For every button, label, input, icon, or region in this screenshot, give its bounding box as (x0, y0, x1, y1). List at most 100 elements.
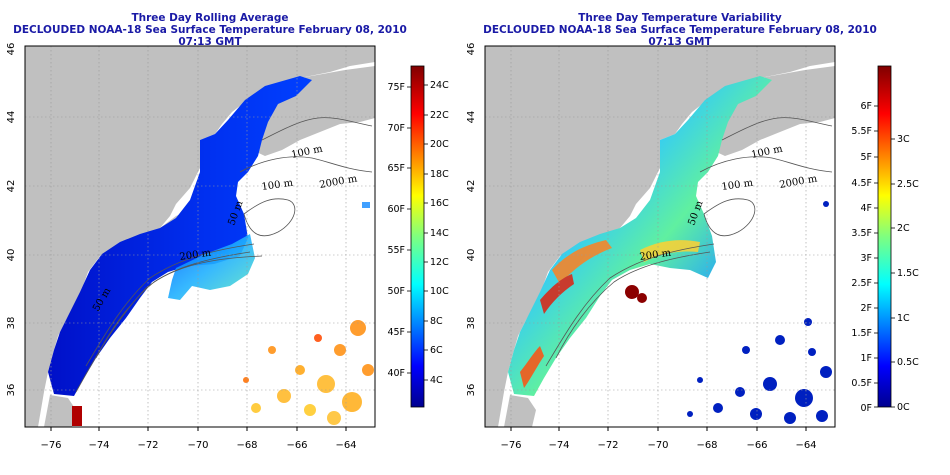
right-title: Three Day Temperature Variability (578, 12, 782, 24)
right-xticks (510, 427, 807, 431)
right-f-label: 0F (860, 403, 872, 414)
right-scatter-dots (687, 201, 832, 424)
left-xticks (50, 427, 347, 431)
right-lon-label: −74 (548, 440, 569, 451)
left-sst-fleck (362, 202, 370, 208)
left-lat-label: 40 (6, 249, 17, 262)
left-lon-label: −72 (137, 440, 158, 451)
left-c-label: 16C (430, 198, 449, 209)
right-c-label: 3C (897, 134, 910, 145)
left-lat-label: 46 (6, 43, 17, 56)
left-lon-label: −74 (88, 440, 109, 451)
right-lon-label: −68 (696, 440, 717, 451)
right-map: 100 m 2000 m 100 m 200 m 50 m −76 −74 −7… (466, 43, 836, 451)
left-c-label: 24C (430, 80, 449, 91)
left-c-label: 14C (430, 228, 449, 239)
left-contours (75, 117, 373, 393)
right-colorbar-c-ticks (891, 138, 895, 408)
left-f-label: 45F (387, 327, 405, 338)
right-c-label: 0C (897, 402, 910, 413)
left-lat-label: 38 (6, 317, 17, 330)
right-f-label: 5.5F (851, 126, 872, 137)
left-land (25, 46, 375, 427)
right-subtitle: DECLOUDED NOAA-18 Sea Surface Temperatur… (483, 24, 877, 48)
right-f-label: 3.5F (851, 228, 872, 239)
right-f-label: 1F (860, 353, 872, 364)
right-lat-label: 36 (466, 384, 477, 397)
left-colorbar-f-ticks (407, 86, 411, 374)
right-f-label: 4.5F (851, 178, 872, 189)
right-c-label: 2C (897, 223, 910, 234)
right-land-florida-tip (504, 395, 536, 427)
left-land-florida-tip (44, 395, 76, 427)
right-lon-label: −66 (746, 440, 767, 451)
right-f-label: 0.5F (851, 378, 872, 389)
left-c-label: 4C (430, 375, 443, 386)
left-f-label: 40F (387, 368, 405, 379)
right-c-label: 1.5C (897, 268, 919, 279)
left-colorbar-bar (410, 65, 425, 408)
right-c-label: 0.5C (897, 357, 919, 368)
left-f-label: 60F (387, 204, 405, 215)
left-f-label: 50F (387, 286, 405, 297)
left-lat-label: 42 (6, 180, 17, 193)
right-lon-label: −70 (647, 440, 668, 451)
left-c-label: 22C (430, 110, 449, 121)
right-dark-red-blob (625, 285, 647, 303)
right-lat-labels: 36 38 40 42 44 46 (466, 43, 477, 397)
left-c-label: 20C (430, 139, 449, 150)
left-contour-label-4: 200 m (179, 248, 212, 263)
left-subtitle: DECLOUDED NOAA-18 Sea Surface Temperatur… (13, 24, 407, 48)
right-f-label: 1.5F (851, 328, 872, 339)
right-f-label: 4F (860, 203, 872, 214)
left-c-label: 18C (430, 169, 449, 180)
left-lat-label: 36 (6, 384, 17, 397)
left-title: Three Day Rolling Average (131, 12, 289, 24)
left-c-label: 12C (430, 257, 449, 268)
left-warm-core (72, 406, 82, 426)
left-lat-labels: 36 38 40 42 44 46 (6, 43, 17, 397)
left-lon-label: −76 (40, 440, 61, 451)
right-c-label: 2.5C (897, 179, 919, 190)
right-f-label: 2F (860, 303, 872, 314)
left-c-label: 8C (430, 316, 443, 327)
right-lat-label: 44 (466, 111, 477, 124)
right-lon-label: −76 (500, 440, 521, 451)
left-colorbar: 75F 70F 65F 60F 55F 50F 45F 40F 24C 22C … (387, 65, 449, 408)
left-panel-title: Three Day Rolling Average DECLOUDED NOAA… (0, 12, 420, 48)
left-contour-label-3: 100 m (261, 178, 294, 193)
right-lat-label: 38 (466, 317, 477, 330)
right-lat-label: 42 (466, 180, 477, 193)
right-contours (545, 117, 833, 367)
right-map-frame (484, 45, 836, 428)
right-lat-label: 46 (466, 43, 477, 56)
right-panel-title: Three Day Temperature Variability DECLOU… (470, 12, 890, 48)
left-grid (25, 46, 375, 427)
left-c-label: 10C (430, 286, 449, 297)
left-map-frame (24, 45, 376, 428)
left-lon-label: −64 (335, 440, 356, 451)
right-lon-label: −64 (795, 440, 816, 451)
right-f-label: 3F (860, 253, 872, 264)
right-f-label: 2.5F (851, 278, 872, 289)
left-c-label: 6C (430, 345, 443, 356)
right-land (485, 46, 835, 427)
left-sst-slope-warm (168, 234, 255, 300)
left-warm-blobs (243, 320, 374, 425)
left-lon-label: −66 (286, 440, 307, 451)
right-lon-label: −72 (597, 440, 618, 451)
left-lon-label: −68 (236, 440, 257, 451)
right-lon-labels: −76 −74 −72 −70 −68 −66 −64 (500, 440, 816, 451)
left-f-label: 55F (387, 245, 405, 256)
left-f-label: 65F (387, 163, 405, 174)
left-colorbar-f-labels: 75F 70F 65F 60F 55F 50F 45F 40F (387, 82, 405, 379)
right-colorbar: 6F 5.5F 5F 4.5F 4F 3.5F 3F 2.5F 2F 1.5F … (851, 65, 919, 414)
right-f-label: 6F (860, 101, 872, 112)
right-colorbar-bar (877, 65, 892, 408)
left-f-label: 70F (387, 123, 405, 134)
left-map: 100 m 2000 m 100 m 200 m 50 m 50 m −76 −… (6, 43, 376, 451)
left-lat-label: 44 (6, 111, 17, 124)
right-hot-streaks (520, 240, 700, 388)
right-contour-label-3: 100 m (721, 178, 754, 193)
